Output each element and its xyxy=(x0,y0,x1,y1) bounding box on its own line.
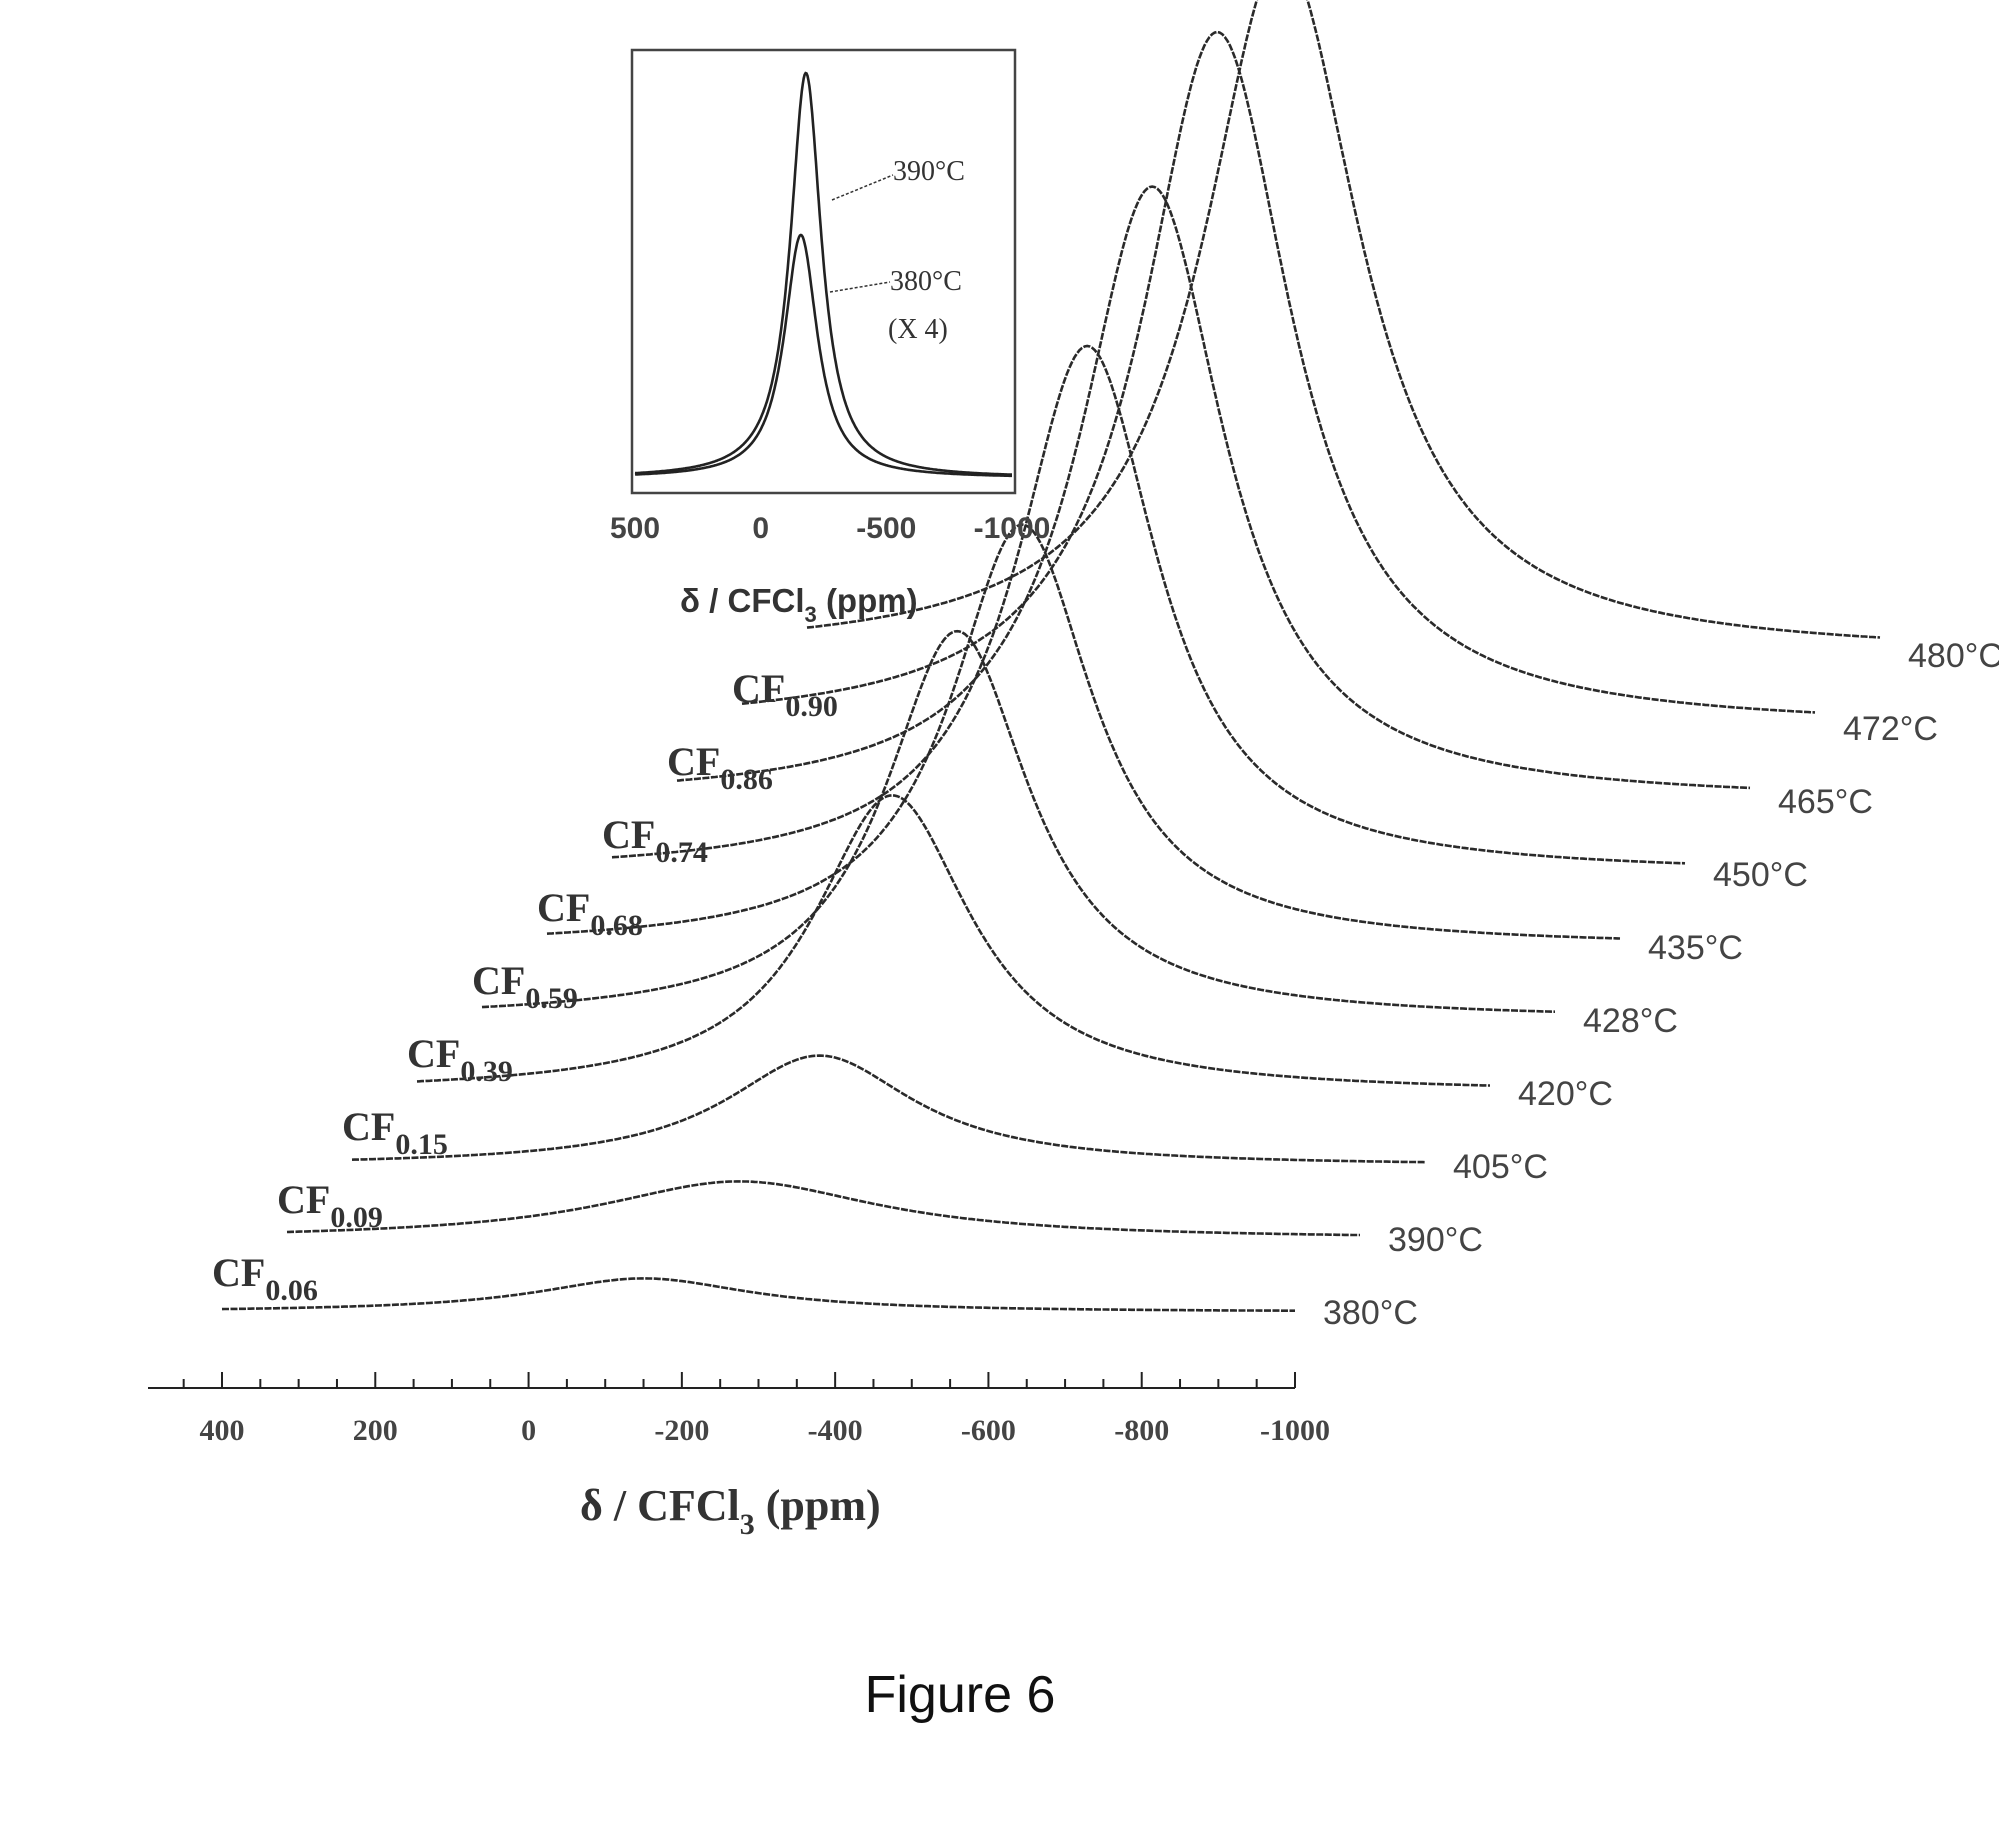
spectra-curves xyxy=(222,0,1880,1311)
composition-label: CF0.15 xyxy=(342,1104,448,1161)
composition-label: CF0.90 xyxy=(732,666,838,723)
inset-x-tick-label: -500 xyxy=(856,512,916,545)
temperature-labels: 380°C 390°C 405°C 420°C 428°C 435°C 450°C 465°C… xyxy=(1323,637,1999,1332)
main-x-axis: 400 200 0 -200 -400 -600 -800 -1000 xyxy=(148,1372,1330,1447)
temperature-label: 480°C xyxy=(1908,637,1999,675)
spectrum-curve xyxy=(287,1181,1360,1235)
composition-labels: CF0.06CF0.09CF0.15CF0.39CF0.59CF0.68CF0.… xyxy=(212,666,838,1307)
inset-x-axis-title: δ / CFCl3 (ppm) xyxy=(680,582,918,627)
main-x-tick-label: -400 xyxy=(808,1414,863,1447)
temperature-label: 428°C xyxy=(1583,1002,1678,1040)
spectrum-curve xyxy=(417,795,1490,1085)
main-x-tick-labels: 400 200 0 -200 -400 -600 -800 -1000 xyxy=(200,1414,1331,1447)
main-x-tick-label: 0 xyxy=(521,1414,536,1447)
composition-label: CF0.06 xyxy=(212,1250,318,1307)
main-x-tick-label: 400 xyxy=(200,1414,245,1447)
inset-x-tick-label: 0 xyxy=(752,512,769,545)
temperature-label: 390°C xyxy=(1388,1221,1483,1259)
inset-x-tick-labels: 500 0 -500 -1000 xyxy=(610,512,1050,545)
inset-annotation-leader-390 xyxy=(832,175,893,200)
inset-chart: 500 0 -500 -1000 390°C 380°C (X 4) δ / CFCl… xyxy=(610,50,1050,627)
stacked-spectra-chart: CF0.06CF0.09CF0.15CF0.39CF0.59CF0.68CF0.… xyxy=(148,0,1999,1541)
composition-label: CF0.39 xyxy=(407,1031,513,1088)
inset-annotation-leader-380 xyxy=(830,282,890,292)
temperature-label: 465°C xyxy=(1778,783,1873,821)
main-x-tick-label: 200 xyxy=(353,1414,398,1447)
temperature-label: 380°C xyxy=(1323,1294,1418,1332)
main-x-ticks xyxy=(184,1372,1295,1388)
composition-label: CF0.74 xyxy=(602,812,708,869)
inset-annotation-390: 390°C xyxy=(893,156,965,187)
temperature-label: 420°C xyxy=(1518,1075,1613,1113)
inset-annotations: 390°C 380°C (X 4) xyxy=(830,156,965,345)
figure-caption: Figure 6 xyxy=(865,1666,1056,1724)
main-x-tick-label: -800 xyxy=(1114,1414,1169,1447)
inset-annotation-380: 380°C xyxy=(890,266,962,297)
main-x-tick-label: -600 xyxy=(961,1414,1016,1447)
temperature-label: 450°C xyxy=(1713,856,1808,894)
main-x-tick-label: -200 xyxy=(654,1414,709,1447)
main-x-tick-label: -1000 xyxy=(1260,1414,1330,1447)
temperature-label: 435°C xyxy=(1648,929,1743,967)
spectrum-curve xyxy=(807,0,1880,637)
inset-x-tick-label: -1000 xyxy=(974,512,1051,545)
temperature-label: 405°C xyxy=(1453,1148,1548,1186)
inset-annotation-x4: (X 4) xyxy=(888,314,948,345)
inset-x-tick-label: 500 xyxy=(610,512,660,545)
composition-label: CF0.86 xyxy=(667,739,773,796)
temperature-label: 472°C xyxy=(1843,710,1938,748)
composition-label: CF0.09 xyxy=(277,1177,383,1234)
main-x-axis-title: δ / CFCl3 (ppm) xyxy=(580,1481,881,1541)
spectrum-curve xyxy=(352,1056,1425,1163)
spectrum-curve xyxy=(222,1278,1295,1310)
spectrum-curve xyxy=(677,187,1750,788)
